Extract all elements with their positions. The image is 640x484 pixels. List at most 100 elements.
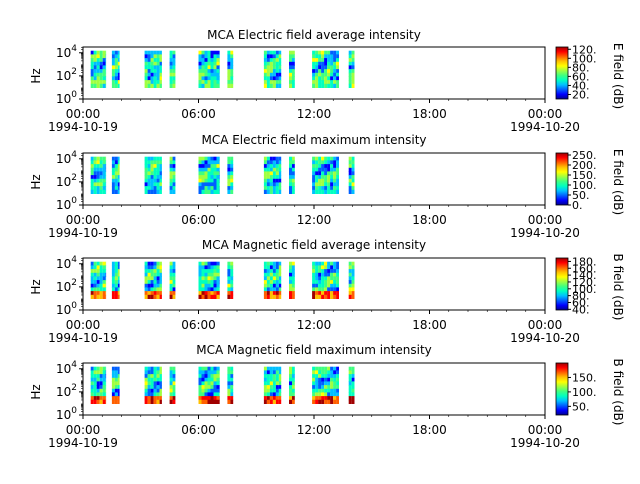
- spectrogram-cell: [279, 182, 281, 186]
- x-date-label: 1994-10-20: [510, 226, 580, 240]
- spectrogram-cell: [227, 367, 230, 371]
- spectrogram-cell: [97, 284, 100, 288]
- spectrogram-cell: [276, 400, 279, 404]
- spectrogram-cell: [214, 276, 217, 280]
- spectrogram-cell: [112, 374, 115, 378]
- spectrogram-cell: [157, 273, 160, 277]
- spectrogram-cell: [227, 276, 230, 280]
- spectrogram-cell: [318, 179, 321, 183]
- spectrogram-cell: [327, 164, 330, 168]
- spectrogram-cell: [292, 62, 295, 66]
- spectrogram-cell: [214, 160, 217, 164]
- spectrogram-cell: [227, 65, 230, 69]
- spectrogram-cell: [217, 269, 220, 273]
- spectrogram-cell: [115, 374, 118, 378]
- spectrogram-cell: [208, 84, 211, 88]
- spectrogram-cell: [154, 84, 157, 88]
- spectrogram-cell: [151, 370, 154, 374]
- spectrogram-cell: [115, 392, 118, 396]
- spectrogram-cell: [292, 287, 295, 291]
- y-tick-label: 104: [56, 360, 77, 376]
- spectrogram-cell: [264, 396, 267, 400]
- spectrogram-cell: [211, 168, 214, 172]
- spectrogram-cell: [330, 160, 333, 164]
- spectrogram-cell: [264, 76, 267, 80]
- spectrogram-cell: [292, 171, 295, 175]
- spectrogram-cell: [97, 80, 100, 84]
- spectrogram-cell: [352, 179, 355, 183]
- spectrogram-cell: [330, 73, 333, 77]
- spectrogram-cell: [289, 396, 292, 400]
- spectrogram-cell: [324, 175, 327, 179]
- spectrogram-cell: [349, 58, 352, 62]
- x-tick-label: 06:00: [181, 213, 216, 227]
- spectrogram-cell: [279, 190, 281, 194]
- spectrogram-cell: [327, 69, 330, 73]
- spectrogram-cell: [208, 168, 211, 172]
- data-segment: [91, 51, 106, 88]
- spectrogram-cell: [292, 73, 295, 77]
- spectrogram-cell: [208, 164, 211, 168]
- spectrogram-cell: [157, 62, 160, 66]
- spectrogram-cell: [321, 179, 324, 183]
- spectrogram-cell: [333, 378, 336, 382]
- spectrogram-cell: [333, 190, 336, 194]
- spectrogram-cell: [214, 273, 217, 277]
- spectrogram-cell: [145, 168, 148, 172]
- spectrogram-cell: [324, 381, 327, 385]
- spectrogram-cell: [208, 182, 211, 186]
- spectrogram-cell: [324, 269, 327, 273]
- spectrogram-cell: [264, 65, 267, 69]
- spectrogram-cell: [289, 273, 292, 277]
- spectrogram-cell: [324, 392, 327, 396]
- spectrogram-cell: [118, 262, 120, 266]
- spectrogram-cell: [352, 175, 355, 179]
- spectrogram-cell: [148, 291, 151, 295]
- spectrogram-cell: [211, 385, 214, 389]
- spectrogram-cell: [115, 69, 118, 73]
- spectrogram-cell: [312, 186, 315, 190]
- spectrogram-cell: [199, 179, 202, 183]
- spectrogram-cell: [352, 381, 355, 385]
- spectrogram-cell: [202, 76, 205, 80]
- spectrogram-cell: [151, 374, 154, 378]
- spectrogram-cell: [173, 381, 176, 385]
- spectrogram-cell: [112, 370, 115, 374]
- spectrogram-cell: [230, 265, 233, 269]
- spectrogram-cell: [170, 69, 173, 73]
- spectrogram-cell: [97, 370, 100, 374]
- spectrogram-cell: [270, 389, 273, 393]
- spectrogram-cell: [154, 396, 157, 400]
- spectrogram-cell: [267, 182, 270, 186]
- spectrogram-cell: [327, 65, 330, 69]
- spectrogram-cell: [315, 378, 318, 382]
- spectrogram-cell: [214, 175, 217, 179]
- spectrogram-cell: [214, 392, 217, 396]
- spectrogram-cell: [211, 190, 214, 194]
- spectrogram-cell: [97, 389, 100, 393]
- spectrogram-cell: [100, 175, 103, 179]
- spectrogram-cell: [318, 287, 321, 291]
- data-segment: [264, 157, 281, 194]
- spectrogram-cell: [115, 276, 118, 280]
- spectrogram-cell: [336, 58, 339, 62]
- spectrogram-cell: [264, 265, 267, 269]
- spectrogram-cell: [230, 171, 233, 175]
- spectrogram-cell: [273, 179, 276, 183]
- spectrogram-cell: [100, 400, 103, 404]
- spectrogram-cell: [217, 370, 220, 374]
- spectrogram-cell: [97, 157, 100, 161]
- spectrogram-cell: [148, 370, 151, 374]
- panel-title: MCA Magnetic field maximum intensity: [196, 343, 432, 357]
- spectrogram-cell: [112, 171, 115, 175]
- spectrogram-cell: [118, 269, 120, 273]
- spectrogram-cell: [100, 262, 103, 266]
- spectrogram-cell: [227, 157, 230, 161]
- spectrogram-cell: [273, 69, 276, 73]
- spectrogram-cell: [318, 54, 321, 58]
- spectrogram-cell: [321, 175, 324, 179]
- spectrogram-cell: [217, 164, 220, 168]
- spectrogram-cell: [336, 381, 339, 385]
- spectrogram-cell: [154, 69, 157, 73]
- spectrogram-cell: [170, 164, 173, 168]
